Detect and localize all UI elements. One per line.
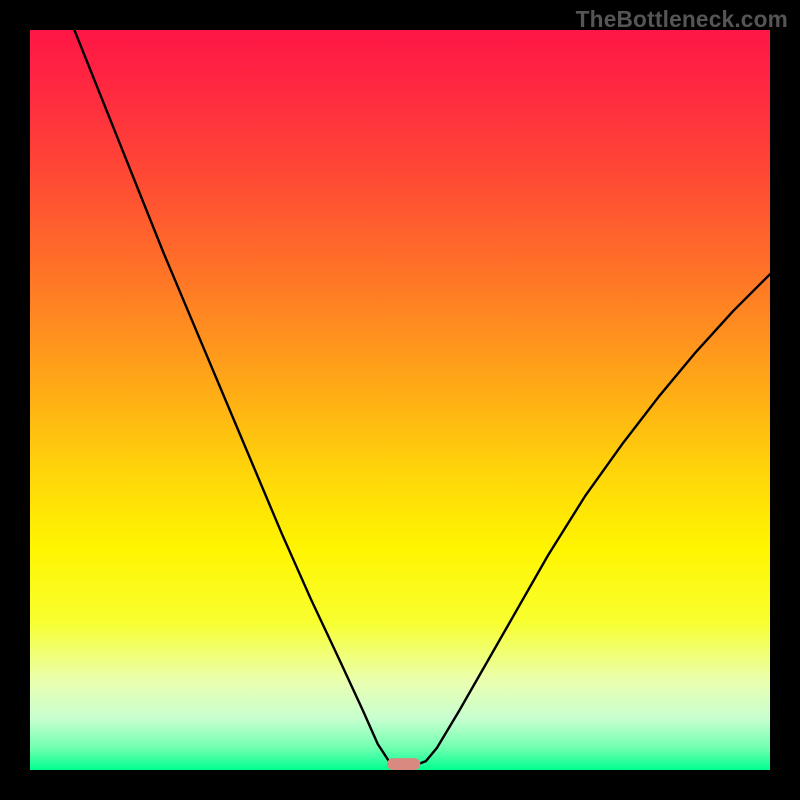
gradient-background	[30, 30, 770, 770]
plot-area	[30, 30, 770, 770]
chart-frame: TheBottleneck.com	[0, 0, 800, 800]
optimal-marker	[387, 758, 420, 770]
bottleneck-chart	[30, 30, 770, 770]
watermark-text: TheBottleneck.com	[576, 6, 788, 33]
